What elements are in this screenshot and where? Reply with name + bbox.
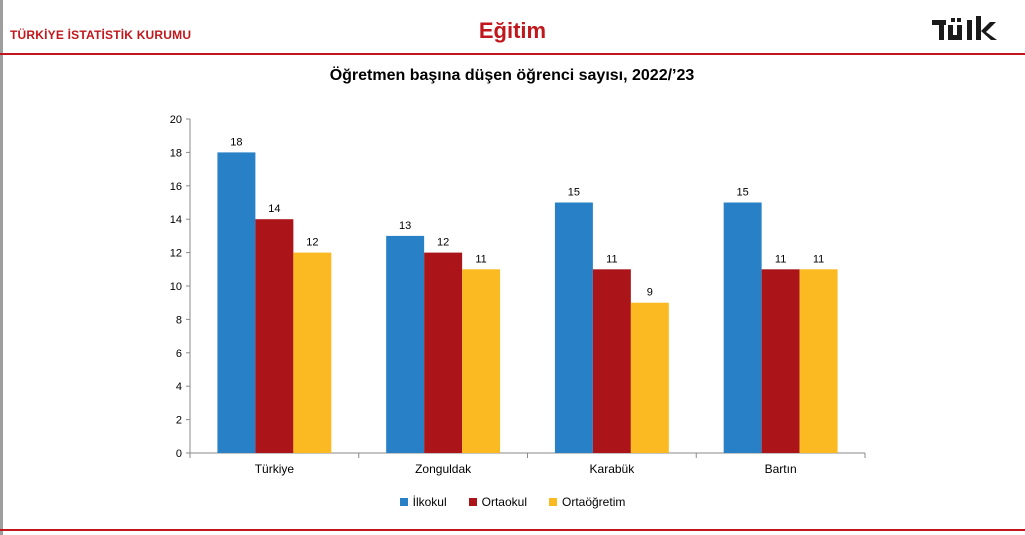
bar bbox=[386, 235, 425, 453]
y-tick-label: 8 bbox=[176, 314, 182, 326]
y-tick-label: 12 bbox=[170, 248, 182, 260]
bar bbox=[293, 252, 332, 453]
data-label: 18 bbox=[230, 136, 242, 148]
x-tick-label: Karabük bbox=[590, 462, 636, 476]
bar-chart: Öğretmen başına düşen öğrenci sayısı, 20… bbox=[170, 65, 866, 476]
legend-item: Ortaöğretim bbox=[549, 495, 625, 509]
data-label: 11 bbox=[775, 253, 786, 265]
bar bbox=[217, 152, 256, 453]
bars: 18 14 12 13 12 11 15 11 9 15 11 11 bbox=[217, 136, 838, 453]
data-label: 11 bbox=[813, 253, 824, 265]
left-border bbox=[0, 0, 3, 535]
legend-swatch bbox=[468, 498, 477, 506]
bar bbox=[761, 269, 800, 453]
y-tick-label: 18 bbox=[170, 147, 182, 159]
y-tick-label: 10 bbox=[170, 281, 182, 293]
page-header: TÜRKİYE İSTATİSTİK KURUMU Eğitim bbox=[0, 0, 1025, 56]
organization-name: TÜRKİYE İSTATİSTİK KURUMU bbox=[10, 28, 192, 42]
data-label: 9 bbox=[647, 287, 653, 299]
bar bbox=[630, 302, 669, 453]
legend-label: İlkokul bbox=[412, 495, 447, 509]
data-label: 11 bbox=[475, 253, 486, 265]
bar bbox=[424, 252, 463, 453]
x-tick-label: Zonguldak bbox=[415, 462, 472, 476]
bar bbox=[462, 269, 501, 453]
bar bbox=[723, 202, 762, 453]
bar bbox=[799, 269, 838, 453]
bar bbox=[554, 202, 593, 453]
legend-item: İlkokul bbox=[399, 495, 447, 509]
legend-item: Ortaokul bbox=[468, 495, 527, 509]
y-tick-label: 16 bbox=[170, 181, 182, 193]
y-tick-label: 2 bbox=[176, 415, 182, 427]
x-tick-label: Türkiye bbox=[255, 462, 295, 476]
y-tick-label: 0 bbox=[176, 448, 182, 460]
y-tick-label: 20 bbox=[170, 114, 182, 126]
x-tick-label: Bartın bbox=[765, 462, 797, 476]
tuik-logo bbox=[932, 16, 997, 40]
data-label: 14 bbox=[268, 203, 280, 215]
data-label: 13 bbox=[399, 220, 411, 232]
legend-label: Ortaokul bbox=[481, 495, 527, 509]
y-tick-label: 4 bbox=[176, 381, 182, 393]
legend-swatch bbox=[399, 498, 408, 506]
data-label: 15 bbox=[737, 187, 749, 199]
bar bbox=[255, 219, 294, 453]
chart-title: Öğretmen başına düşen öğrenci sayısı, 20… bbox=[330, 65, 695, 84]
y-tick-label: 6 bbox=[176, 348, 182, 360]
header-divider bbox=[0, 53, 1025, 55]
data-label: 11 bbox=[606, 253, 617, 265]
legend-swatch bbox=[549, 498, 557, 506]
section-title: Eğitim bbox=[478, 18, 547, 43]
legend-label: Ortaöğretim bbox=[562, 495, 626, 509]
y-axis: 0 2 4 6 8 10 12 14 16 18 20 bbox=[170, 114, 191, 460]
y-tick-label: 14 bbox=[170, 214, 182, 226]
data-label: 12 bbox=[437, 237, 449, 249]
legend: İlkokul Ortaokul Ortaöğretim bbox=[0, 495, 1025, 509]
bar bbox=[592, 269, 631, 453]
data-label: 15 bbox=[568, 187, 580, 199]
footer-divider bbox=[0, 529, 1025, 531]
data-label: 12 bbox=[306, 237, 318, 249]
x-axis: Türkiye Zonguldak Karabük Bartın bbox=[189, 452, 866, 476]
